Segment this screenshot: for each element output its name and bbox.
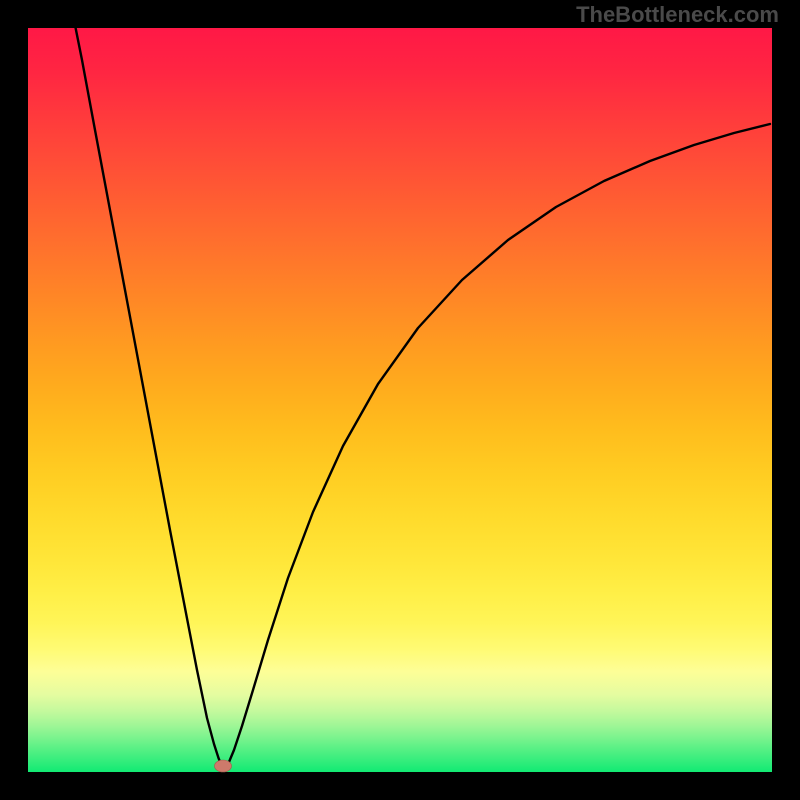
chart-canvas: TheBottleneck.com (0, 0, 800, 800)
frame-border-bottom (0, 772, 800, 800)
bottleneck-chart: TheBottleneck.com (0, 0, 800, 800)
plot-area (28, 28, 772, 772)
frame-border-left (0, 0, 28, 800)
minimum-marker (215, 760, 232, 772)
watermark-text: TheBottleneck.com (576, 2, 779, 27)
frame-border-right (772, 0, 800, 800)
